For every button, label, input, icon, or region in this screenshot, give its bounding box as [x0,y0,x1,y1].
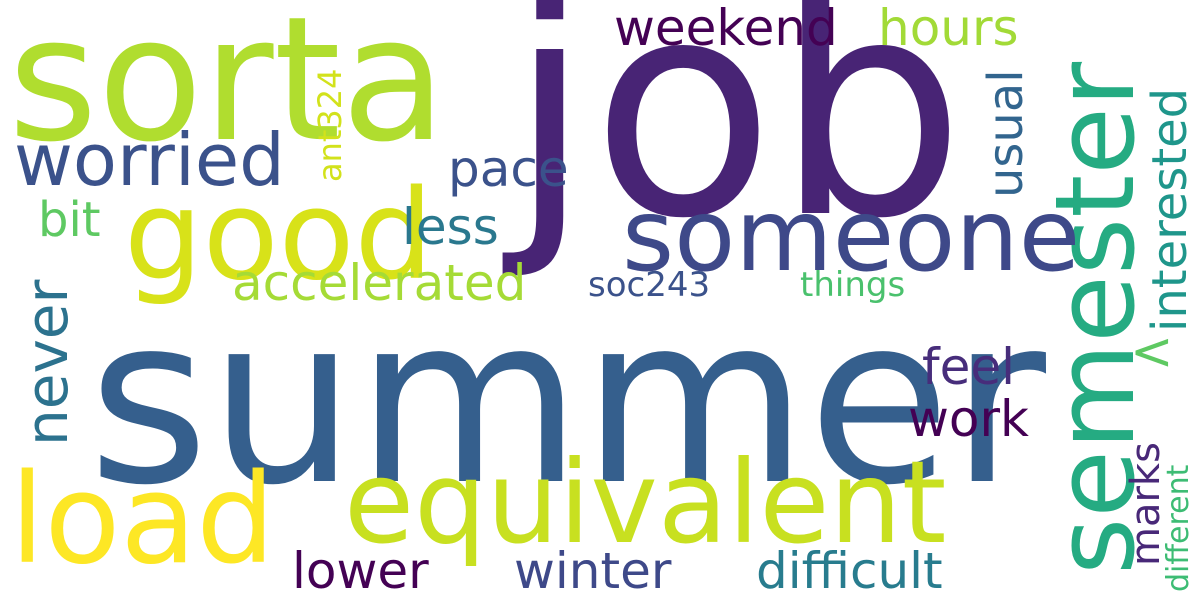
word-ant324: ant324 [311,68,349,182]
word-marks: marks [1123,442,1169,566]
word-someone: someone [622,177,1081,294]
word-pace: pace [448,140,569,198]
word-job: job [508,0,966,284]
word-difficult: difficult [756,542,943,600]
word-summer: summer [88,266,1047,536]
word-soc243: soc243 [588,265,711,305]
word-less-than: < [1130,322,1174,382]
word-never: never [13,279,81,446]
word-feel: feel [922,338,1016,396]
word-usual: usual [978,69,1034,198]
word-sorta: sorta [8,0,447,180]
word-bit: bit [38,192,101,248]
word-less: less [402,198,499,256]
word-lower: lower [292,542,429,600]
word-work: work [908,390,1029,448]
word-things: things [800,265,906,305]
word-load: load [10,448,276,592]
word-accelerated: accelerated [232,254,527,312]
word-weekend: weekend [614,0,838,57]
word-winter: winter [514,542,672,600]
word-good: good [124,164,434,308]
word-worried: worried [14,118,285,202]
word-hours: hours [878,0,1019,57]
word-equivalent: equivalent [344,436,947,569]
word-different: different [1161,464,1196,592]
word-interested: interested [1142,87,1198,332]
